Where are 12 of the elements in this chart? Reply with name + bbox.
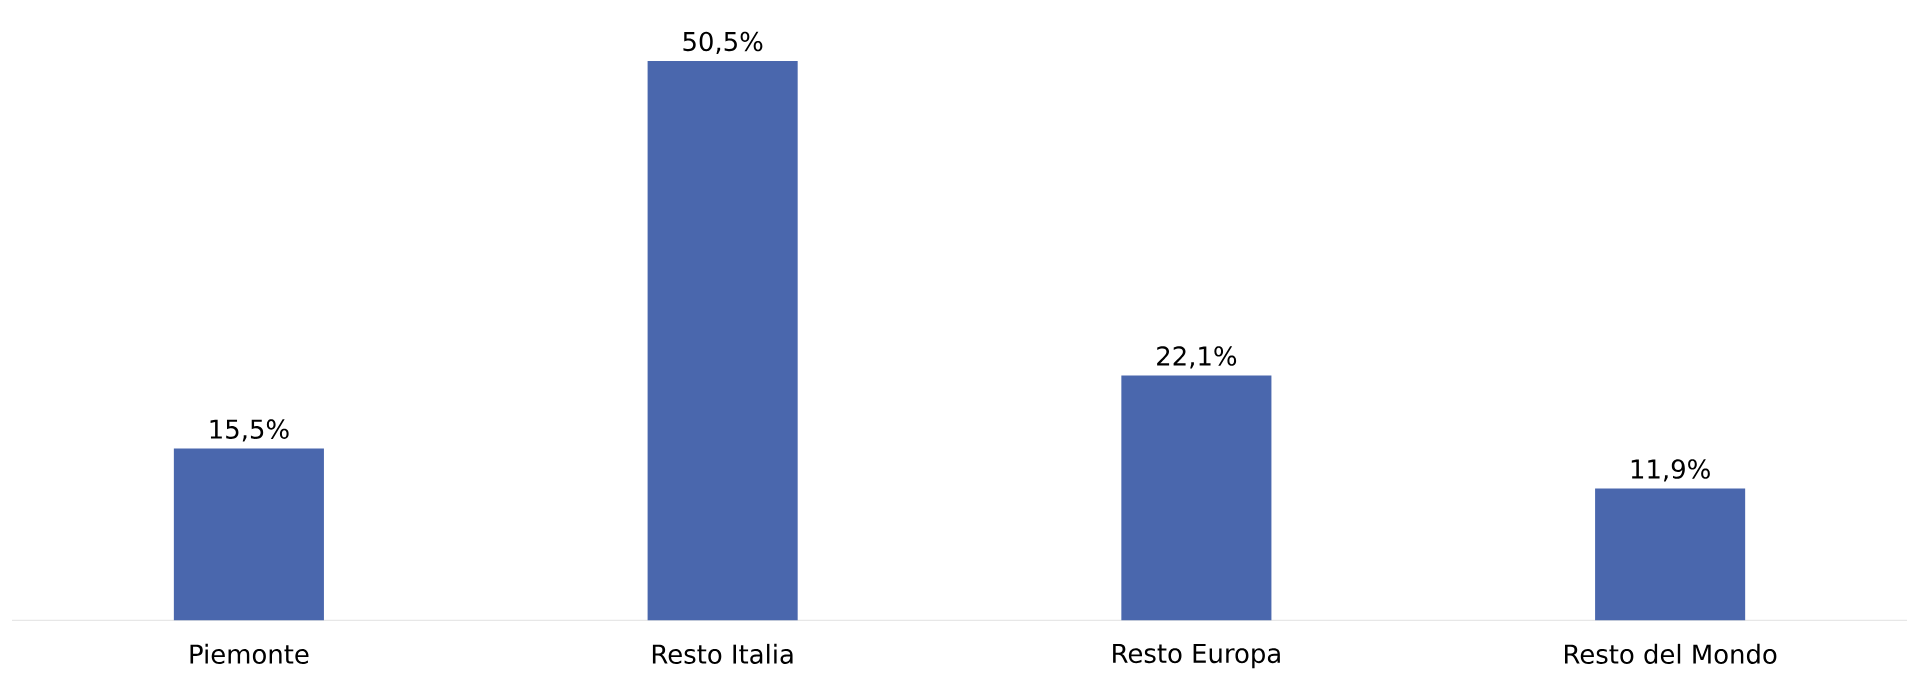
- bar: [647, 60, 798, 621]
- x-tick-label: Resto Europa: [1113, 643, 1280, 668]
- bar: [1121, 375, 1272, 621]
- data-label: 11,9%: [1631, 459, 1710, 482]
- data-label: 22,1%: [1157, 346, 1237, 369]
- data-label: 50,5%: [683, 31, 763, 54]
- bar: [1595, 488, 1746, 621]
- data-label: 15,5%: [210, 419, 289, 442]
- bar: [173, 448, 324, 621]
- x-tick-label: Piemonte: [190, 643, 309, 664]
- x-tick-label: Resto Italia: [652, 643, 793, 664]
- x-tick-label: Resto del Mondo: [1565, 643, 1777, 664]
